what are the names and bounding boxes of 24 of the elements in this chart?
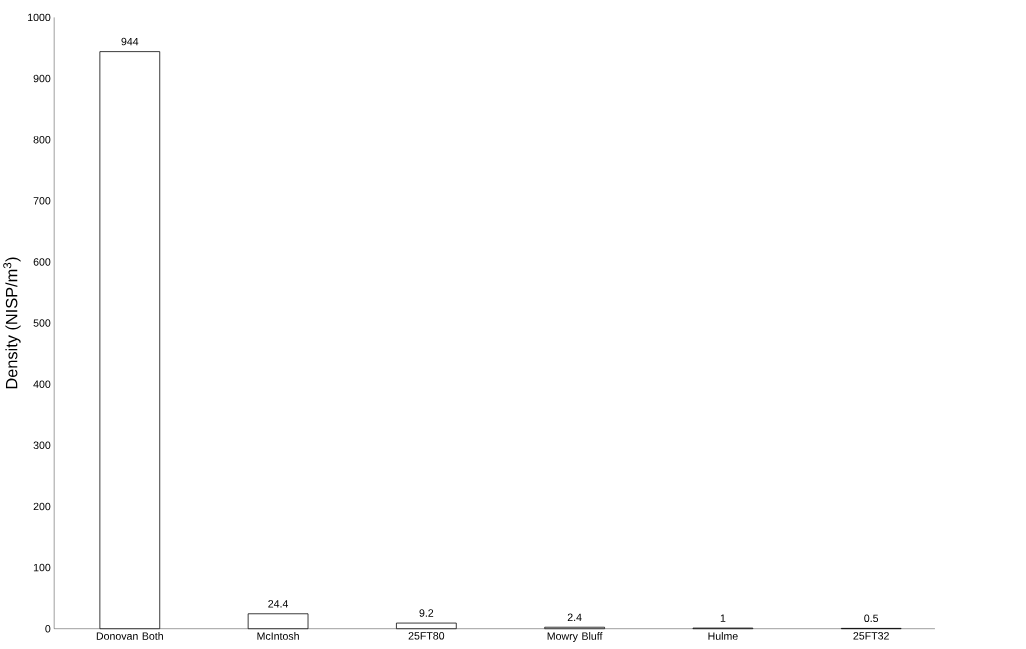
y-tick-label: 900: [33, 74, 51, 83]
y-tick-label: 400: [33, 380, 51, 388]
y-tick-label: 200: [33, 502, 51, 511]
data-label: 2.4: [567, 613, 582, 621]
x-tick-label: Donovan Both: [96, 632, 163, 640]
data-label: 1: [720, 614, 726, 622]
y-tick-label: 300: [33, 441, 51, 450]
x-tick-label: Hulme: [708, 632, 738, 640]
y-tick-label: 100: [33, 563, 51, 572]
y-tick-label: 500: [33, 319, 51, 327]
x-tick-label: 25FT32: [853, 632, 889, 640]
y-tick-label: 1000: [28, 13, 51, 22]
x-tick-label: Mowry Bluff: [547, 632, 603, 642]
y-tick-label: 0: [45, 624, 51, 633]
x-tick-label: 25FT80: [408, 632, 445, 640]
data-label: 944: [121, 37, 139, 46]
y-axis-title: Density (NISP/m$^{3}$): [3, 257, 21, 389]
y-tick-label: 800: [33, 135, 51, 144]
y-tick-label: 700: [33, 197, 51, 205]
data-label: 9.2: [419, 609, 434, 617]
data-label: 0.5: [864, 614, 879, 623]
data-label: 24.4: [268, 600, 289, 608]
y-tick-label: 600: [33, 258, 51, 266]
x-tick-label: McIntosh: [257, 632, 299, 640]
